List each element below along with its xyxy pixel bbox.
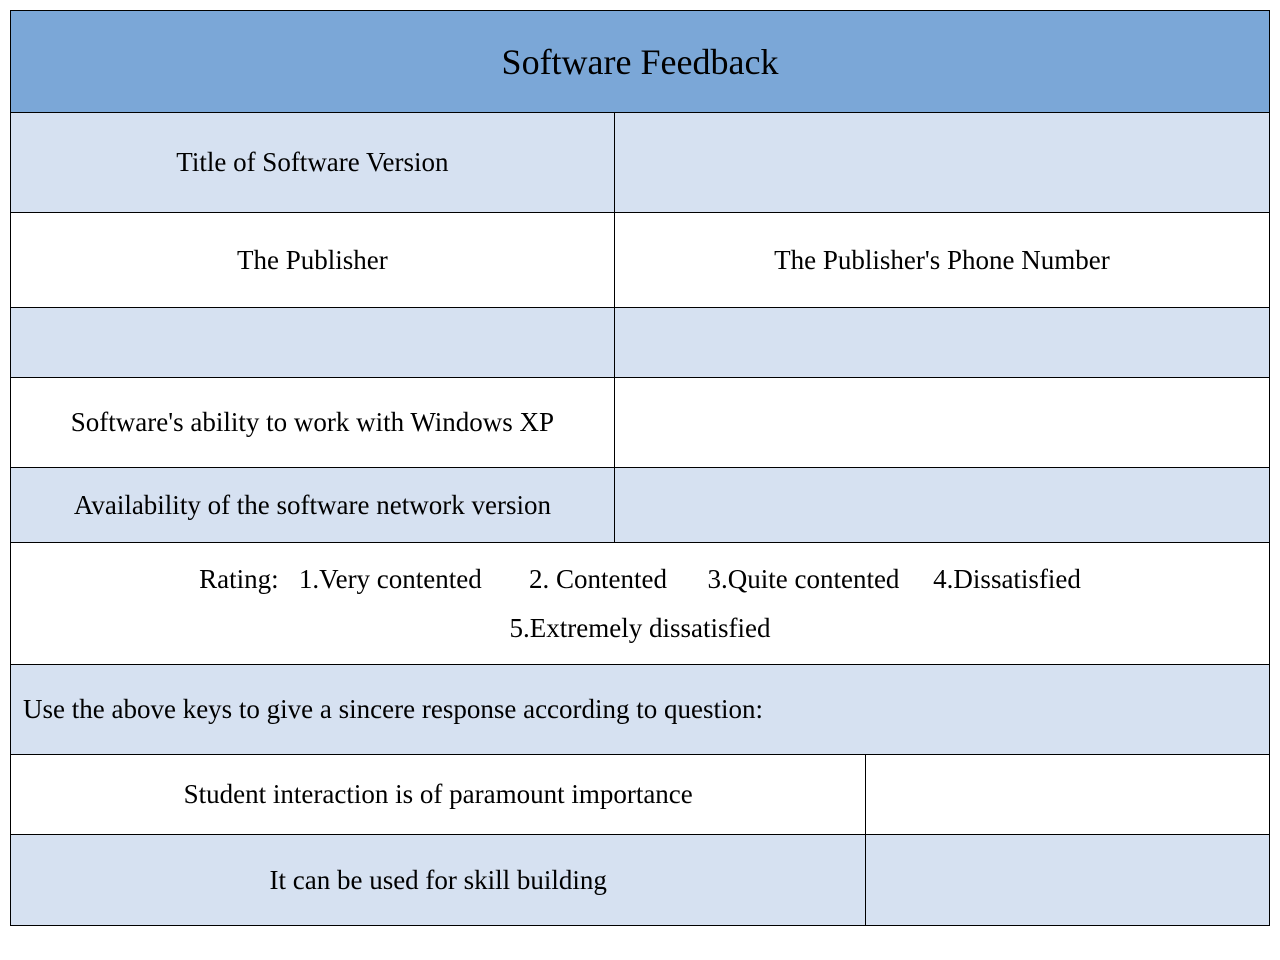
- row-windows-xp: Software's ability to work with Windows …: [11, 378, 1269, 468]
- label-student-interaction: Student interaction is of paramount impo…: [11, 755, 866, 834]
- row-skill-building: It can be used for skill building: [11, 835, 1269, 925]
- header-row: Software Feedback: [11, 11, 1269, 113]
- label-publisher-phone: The Publisher's Phone Number: [615, 213, 1269, 307]
- rating-line2: 5.Extremely dissatisfied: [510, 604, 771, 653]
- row-instruction: Use the above keys to give a sincere res…: [11, 665, 1269, 755]
- form-container: Software Feedback Title of Software Vers…: [10, 10, 1270, 926]
- value-network-version[interactable]: [615, 468, 1269, 542]
- label-skill-building: It can be used for skill building: [11, 835, 866, 925]
- label-network-version: Availability of the software network ver…: [11, 468, 615, 542]
- row-publisher: The Publisher The Publisher's Phone Numb…: [11, 213, 1269, 308]
- value-student-interaction[interactable]: [866, 755, 1269, 834]
- value-windows-xp[interactable]: [615, 378, 1269, 467]
- label-title-version: Title of Software Version: [11, 113, 615, 212]
- header-title: Software Feedback: [11, 11, 1269, 112]
- row-rating-legend: Rating: 1.Very contented 2. Contented 3.…: [11, 543, 1269, 665]
- value-title-version[interactable]: [615, 113, 1269, 212]
- row-network-version: Availability of the software network ver…: [11, 468, 1269, 543]
- instruction-text: Use the above keys to give a sincere res…: [11, 665, 1269, 754]
- row-title-version: Title of Software Version: [11, 113, 1269, 213]
- rating-line1: Rating: 1.Very contented 2. Contented 3.…: [199, 555, 1081, 604]
- value-skill-building[interactable]: [866, 835, 1269, 925]
- row-student-interaction: Student interaction is of paramount impo…: [11, 755, 1269, 835]
- value-publisher-phone[interactable]: [615, 308, 1269, 377]
- value-publisher[interactable]: [11, 308, 615, 377]
- label-windows-xp: Software's ability to work with Windows …: [11, 378, 615, 467]
- label-publisher: The Publisher: [11, 213, 615, 307]
- rating-legend: Rating: 1.Very contented 2. Contented 3.…: [11, 543, 1269, 664]
- row-publisher-input: [11, 308, 1269, 378]
